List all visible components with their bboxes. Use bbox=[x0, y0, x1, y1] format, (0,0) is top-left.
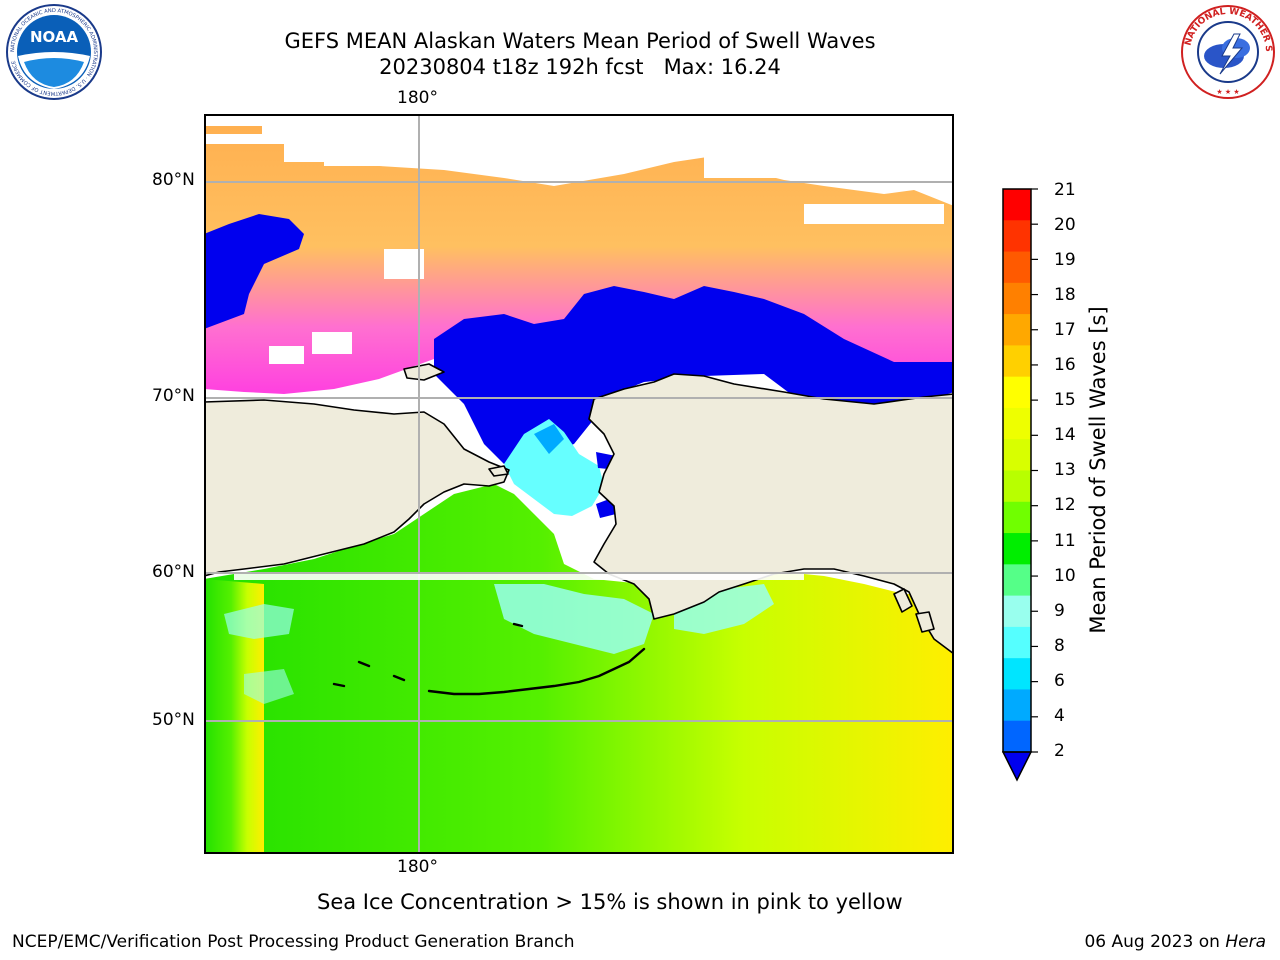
map-title: GEFS MEAN Alaskan Waters Mean Period of … bbox=[284, 29, 876, 53]
colorbar-segment bbox=[1003, 533, 1031, 565]
lat-label-50n: 50°N bbox=[152, 710, 195, 730]
colorbar-tick-13: 13 bbox=[1054, 460, 1076, 480]
colorbar-segment bbox=[1003, 720, 1031, 753]
colorbar-segment bbox=[1003, 220, 1031, 253]
colorbar-segment bbox=[1003, 407, 1031, 440]
colorbar-tick-4: 4 bbox=[1054, 706, 1065, 726]
aleutian-islands bbox=[332, 622, 646, 696]
colorbar-segment bbox=[1003, 345, 1031, 378]
colorbar-segment bbox=[1003, 189, 1031, 221]
ice-gap-patches bbox=[204, 134, 944, 364]
map-frame bbox=[204, 114, 954, 854]
colorbar-segment bbox=[1003, 251, 1031, 284]
colorbar-segment bbox=[1003, 564, 1031, 597]
nws-logo: NATIONAL WEATHER SERVICE ★ ★ ★ bbox=[1178, 4, 1275, 99]
colorbar-tick-10: 10 bbox=[1054, 566, 1076, 586]
lat-label-70n: 70°N bbox=[152, 386, 195, 406]
svg-text:★ ★ ★: ★ ★ ★ bbox=[1216, 88, 1239, 96]
land bbox=[204, 363, 954, 655]
map-subtitle: 20230804 t18z 192h fcst Max: 16.24 bbox=[379, 55, 781, 79]
colorbar-tick-2: 2 bbox=[1054, 741, 1065, 761]
noaa-logo: NOAA NATIONAL OCEANIC AND ATMOSPHERIC AD… bbox=[6, 4, 102, 100]
colorbar-tick-16: 16 bbox=[1054, 355, 1076, 375]
colorbar-segment bbox=[1003, 470, 1031, 503]
colorbar-segment bbox=[1003, 501, 1031, 534]
colorbar-tick-14: 14 bbox=[1054, 425, 1076, 445]
colorbar-tick-19: 19 bbox=[1054, 250, 1076, 270]
svg-text:NOAA: NOAA bbox=[30, 28, 79, 46]
siberia-land bbox=[204, 399, 510, 577]
colorbar-tick-15: 15 bbox=[1054, 390, 1076, 410]
swell-period-map bbox=[204, 114, 954, 854]
colorbar bbox=[1002, 188, 1038, 782]
date-stamp: 06 Aug 2023 on Hera bbox=[1084, 932, 1266, 952]
colorbar-segment bbox=[1003, 658, 1031, 690]
sea-ice-note: Sea Ice Concentration > 15% is shown in … bbox=[317, 890, 903, 914]
colorbar-tick-11: 11 bbox=[1054, 531, 1076, 551]
colorbar-tick-17: 17 bbox=[1054, 320, 1076, 340]
colorbar-segment bbox=[1003, 689, 1031, 722]
colorbar-segment bbox=[1003, 282, 1031, 315]
lon-label-top: 180° bbox=[397, 88, 438, 108]
colorbar-tick-9: 9 bbox=[1054, 601, 1065, 621]
colorbar-tick-6: 6 bbox=[1054, 671, 1065, 691]
colorbar-segment bbox=[1003, 439, 1031, 471]
colorbar-tick-12: 12 bbox=[1054, 495, 1076, 515]
colorbar-tick-18: 18 bbox=[1054, 285, 1076, 305]
colorbar-tick-8: 8 bbox=[1054, 636, 1065, 656]
strait-transition bbox=[504, 419, 604, 516]
alaska-land bbox=[588, 373, 954, 655]
colorbar-title: Mean Period of Swell Waves [s] bbox=[1086, 306, 1110, 634]
lon-label-bottom: 180° bbox=[397, 857, 438, 877]
graticule bbox=[204, 114, 954, 854]
colorbar-tick-21: 21 bbox=[1054, 180, 1076, 200]
colorbar-tick-20: 20 bbox=[1054, 215, 1076, 235]
credit-line: NCEP/EMC/Verification Post Processing Pr… bbox=[12, 932, 575, 952]
data-seam bbox=[234, 574, 804, 580]
lat-label-80n: 80°N bbox=[152, 170, 195, 190]
colorbar-segment bbox=[1003, 626, 1031, 659]
coastal-cyan-swell bbox=[494, 584, 654, 654]
date-text: 06 Aug 2023 on bbox=[1084, 932, 1220, 952]
colorbar-segment bbox=[1003, 376, 1031, 409]
colorbar-segment bbox=[1003, 314, 1031, 346]
machine-name: Hera bbox=[1225, 932, 1266, 952]
lat-label-60n: 60°N bbox=[152, 562, 195, 582]
colorbar-segment bbox=[1003, 595, 1031, 628]
low-period-water bbox=[204, 214, 304, 329]
colorbar-extend-arrow bbox=[1002, 751, 1033, 782]
